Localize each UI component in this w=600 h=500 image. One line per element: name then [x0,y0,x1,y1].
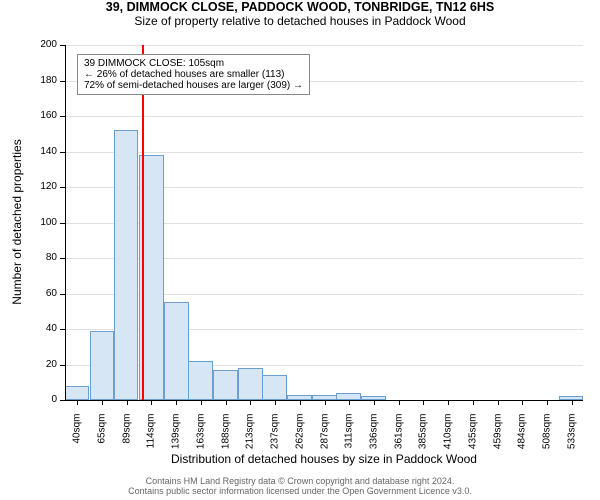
plot-area [65,45,583,400]
subject-infobox: 39 DIMMOCK CLOSE: 105sqm ← 26% of detach… [77,54,310,95]
x-tick-label: 237sqm [270,414,281,464]
x-tick-mark [275,400,276,405]
x-tick-mark [522,400,523,405]
infobox-line: 72% of semi-detached houses are larger (… [84,80,303,91]
x-tick-mark [572,400,573,405]
y-tick-label: 0 [27,394,57,405]
footer-line: Contains public sector information licen… [0,486,600,496]
y-tick-mark [60,258,65,259]
y-tick-mark [60,365,65,366]
x-tick-mark [448,400,449,405]
chart-subtitle: Size of property relative to detached ho… [0,14,600,28]
y-tick-mark [60,116,65,117]
x-tick-label: 163sqm [195,414,206,464]
x-tick-mark [250,400,251,405]
x-tick-label: 533sqm [566,414,577,464]
chart-container: 39, DIMMOCK CLOSE, PADDOCK WOOD, TONBRID… [0,0,600,500]
x-tick-label: 139sqm [171,414,182,464]
footer-line: Contains HM Land Registry data © Crown c… [0,476,600,486]
y-tick-label: 20 [27,359,57,370]
x-tick-label: 435sqm [467,414,478,464]
y-axis-label: Number of detached properties [10,122,24,322]
y-tick-mark [60,152,65,153]
x-tick-mark [201,400,202,405]
x-tick-label: 385sqm [418,414,429,464]
y-tick-mark [60,223,65,224]
x-tick-label: 311sqm [344,414,355,464]
x-tick-mark [473,400,474,405]
x-tick-label: 65sqm [96,414,107,464]
x-tick-mark [176,400,177,405]
y-tick-label: 60 [27,288,57,299]
x-tick-mark [325,400,326,405]
y-axis-line [65,45,66,400]
x-tick-label: 262sqm [294,414,305,464]
x-tick-label: 213sqm [245,414,256,464]
chart-title: 39, DIMMOCK CLOSE, PADDOCK WOOD, TONBRID… [0,0,600,14]
x-tick-label: 89sqm [121,414,132,464]
y-tick-mark [60,329,65,330]
x-tick-mark [374,400,375,405]
footer-attribution: Contains HM Land Registry data © Crown c… [0,476,600,496]
x-tick-mark [102,400,103,405]
x-tick-mark [127,400,128,405]
infobox-line: 39 DIMMOCK CLOSE: 105sqm [84,58,303,69]
x-tick-mark [151,400,152,405]
x-tick-mark [226,400,227,405]
y-tick-label: 40 [27,323,57,334]
y-tick-label: 200 [27,39,57,50]
y-tick-label: 120 [27,181,57,192]
x-tick-label: 508sqm [542,414,553,464]
y-tick-mark [60,400,65,401]
x-tick-mark [349,400,350,405]
x-tick-mark [300,400,301,405]
x-tick-label: 410sqm [443,414,454,464]
y-tick-mark [60,81,65,82]
y-tick-label: 140 [27,146,57,157]
y-tick-mark [60,45,65,46]
y-tick-mark [60,294,65,295]
axis-layer [65,45,583,400]
x-tick-mark [547,400,548,405]
x-tick-mark [399,400,400,405]
x-tick-mark [498,400,499,405]
x-tick-mark [423,400,424,405]
x-tick-label: 188sqm [220,414,231,464]
x-tick-label: 484sqm [517,414,528,464]
y-tick-label: 160 [27,110,57,121]
x-tick-label: 40sqm [72,414,83,464]
x-tick-mark [77,400,78,405]
y-tick-label: 80 [27,252,57,263]
x-tick-label: 361sqm [393,414,404,464]
y-tick-label: 180 [27,75,57,86]
infobox-line: ← 26% of detached houses are smaller (11… [84,69,303,80]
x-tick-label: 336sqm [368,414,379,464]
x-tick-label: 459sqm [492,414,503,464]
x-tick-label: 114sqm [146,414,157,464]
y-tick-mark [60,187,65,188]
y-tick-label: 100 [27,217,57,228]
x-tick-label: 287sqm [319,414,330,464]
